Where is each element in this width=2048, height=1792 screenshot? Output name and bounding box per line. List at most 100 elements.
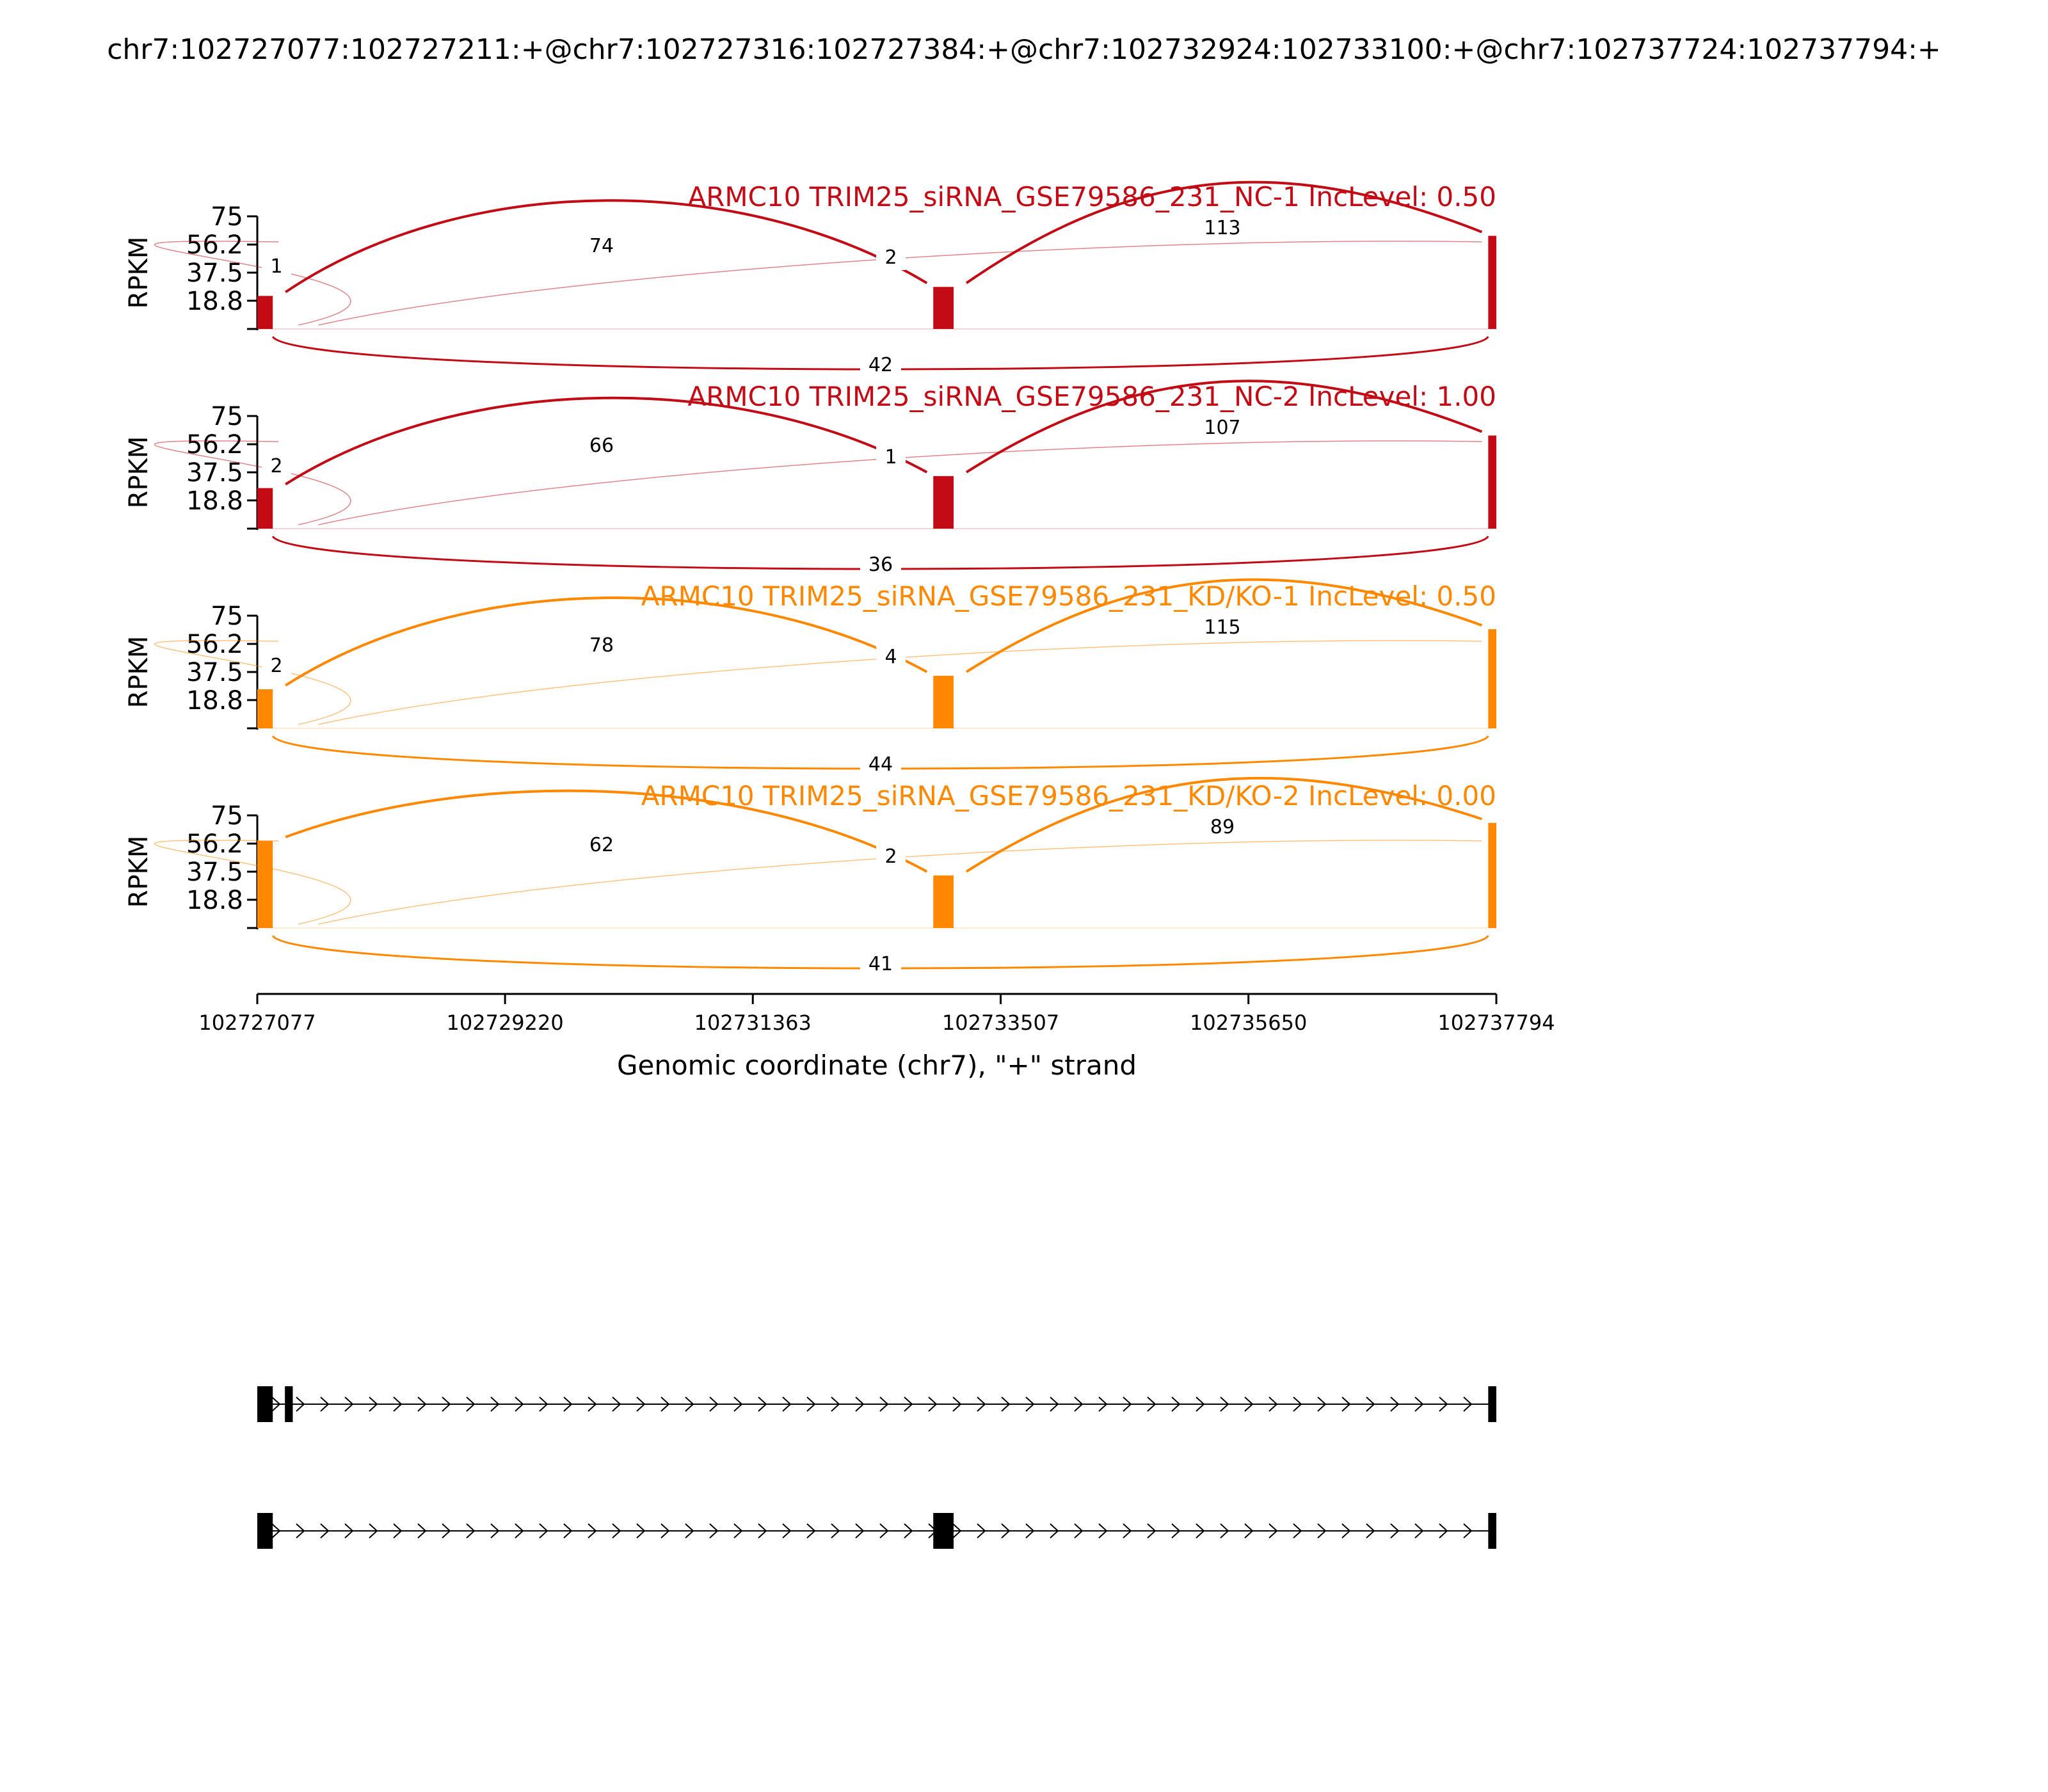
strand-arrow	[831, 1396, 840, 1412]
junction-count-label: 41	[868, 953, 893, 975]
strand-arrow	[442, 1523, 451, 1539]
strand-arrow	[1196, 1396, 1205, 1412]
strand-arrow	[1390, 1396, 1400, 1412]
strand-arrow	[296, 1523, 305, 1539]
strand-arrow	[1098, 1396, 1108, 1412]
strand-arrow	[1293, 1523, 1302, 1539]
strand-arrow	[977, 1396, 986, 1412]
strand-arrow	[369, 1523, 378, 1539]
strand-arrow	[660, 1523, 670, 1539]
strand-arrow	[271, 1523, 281, 1539]
exon-block	[257, 1513, 273, 1549]
junction-label-bg	[860, 753, 901, 777]
coverage-bar	[1488, 822, 1496, 928]
junction-label-bg	[1196, 616, 1249, 640]
y-tick-label: 56.2	[186, 430, 243, 460]
strand-arrow	[612, 1523, 621, 1539]
strand-arrow	[539, 1396, 548, 1412]
strand-arrow	[1390, 1523, 1400, 1539]
strand-arrow	[1220, 1396, 1229, 1412]
strand-arrow	[1171, 1396, 1181, 1412]
junction-label-bg	[860, 353, 901, 378]
strand-arrow	[1171, 1523, 1181, 1539]
strand-arrow	[1147, 1523, 1156, 1539]
coverage-bar	[933, 287, 954, 329]
junction-count-label: 66	[589, 435, 614, 457]
strand-arrow	[369, 1396, 378, 1412]
strand-arrow	[1074, 1396, 1084, 1412]
junction-label-bg	[262, 255, 291, 279]
sample-title: ARMC10 TRIM25_siRNA_GSE79586_231_KD/KO-1…	[641, 580, 1496, 612]
junction-count-label: 36	[868, 554, 893, 576]
x-tick-label: 102729220	[447, 1011, 564, 1035]
coverage-bar	[1488, 435, 1496, 529]
strand-arrow	[417, 1396, 427, 1412]
strand-arrow	[928, 1396, 938, 1412]
strand-arrow	[466, 1396, 476, 1412]
strand-arrow	[466, 1523, 476, 1539]
y-tick-label: 37.5	[186, 658, 243, 687]
strand-arrow	[1341, 1396, 1351, 1412]
junction-arc	[285, 199, 928, 294]
strand-arrow	[344, 1523, 354, 1539]
strand-arrow	[320, 1523, 330, 1539]
junction-label-bg	[581, 833, 622, 858]
strand-arrow	[733, 1396, 743, 1412]
strand-arrow	[758, 1523, 767, 1539]
junction-arc	[154, 241, 351, 326]
strand-arrow	[685, 1523, 694, 1539]
coverage-bar	[1488, 629, 1496, 728]
strand-arrow	[1001, 1396, 1011, 1412]
strand-arrow	[588, 1523, 597, 1539]
junction-label-bg	[876, 845, 906, 869]
strand-arrow	[660, 1396, 670, 1412]
junction-arc	[318, 241, 1482, 326]
strand-arrow	[1050, 1523, 1059, 1539]
junction-arc	[285, 789, 928, 873]
junction-label-bg	[876, 246, 906, 270]
coverage-bar	[933, 476, 954, 529]
strand-arrow	[1366, 1523, 1375, 1539]
strand-arrow	[806, 1396, 816, 1412]
coverage-bar	[257, 488, 273, 529]
junction-count-label: 4	[884, 646, 897, 668]
junction-label-bg	[860, 553, 901, 577]
strand-arrow	[612, 1396, 621, 1412]
y-tick-label: 75	[211, 602, 243, 631]
junction-arc	[154, 640, 351, 725]
junction-label-bg	[876, 445, 906, 470]
strand-arrow	[782, 1396, 792, 1412]
strand-arrow	[1414, 1523, 1424, 1539]
y-axis-label: RPKM	[124, 237, 154, 309]
strand-arrow	[879, 1523, 889, 1539]
x-tick-label: 102735650	[1190, 1011, 1307, 1035]
junction-arc	[965, 380, 1483, 474]
strand-arrow	[1025, 1396, 1035, 1412]
strand-arrow	[1025, 1523, 1035, 1539]
junction-count-label: 107	[1204, 417, 1240, 439]
y-tick-label: 37.5	[186, 458, 243, 488]
y-tick-label: 75	[211, 402, 243, 431]
coverage-bar	[1488, 236, 1496, 329]
sample-panel: 18.837.556.275 RPKM 74 113 1 2 42 ARMC10 TRIM25…	[124, 180, 1496, 378]
y-tick-label: 56.2	[186, 829, 243, 859]
junction-arc	[318, 840, 1482, 925]
strand-arrow	[1341, 1523, 1351, 1539]
junction-arc	[285, 596, 928, 687]
y-tick-label: 18.8	[186, 287, 243, 316]
strand-arrow	[904, 1396, 913, 1412]
junction-count-label: 78	[589, 634, 614, 657]
y-tick-label: 37.5	[186, 259, 243, 288]
exon-block	[933, 1513, 954, 1549]
junction-arc	[965, 776, 1482, 873]
sample-title: ARMC10 TRIM25_siRNA_GSE79586_231_KD/KO-2…	[641, 780, 1496, 812]
strand-arrow	[1196, 1523, 1205, 1539]
junction-arc	[318, 640, 1482, 725]
strand-arrow	[879, 1396, 889, 1412]
strand-arrow	[855, 1396, 865, 1412]
strand-arrow	[1463, 1523, 1473, 1539]
x-tick-label: 102737794	[1437, 1011, 1555, 1035]
strand-arrow	[1244, 1523, 1254, 1539]
